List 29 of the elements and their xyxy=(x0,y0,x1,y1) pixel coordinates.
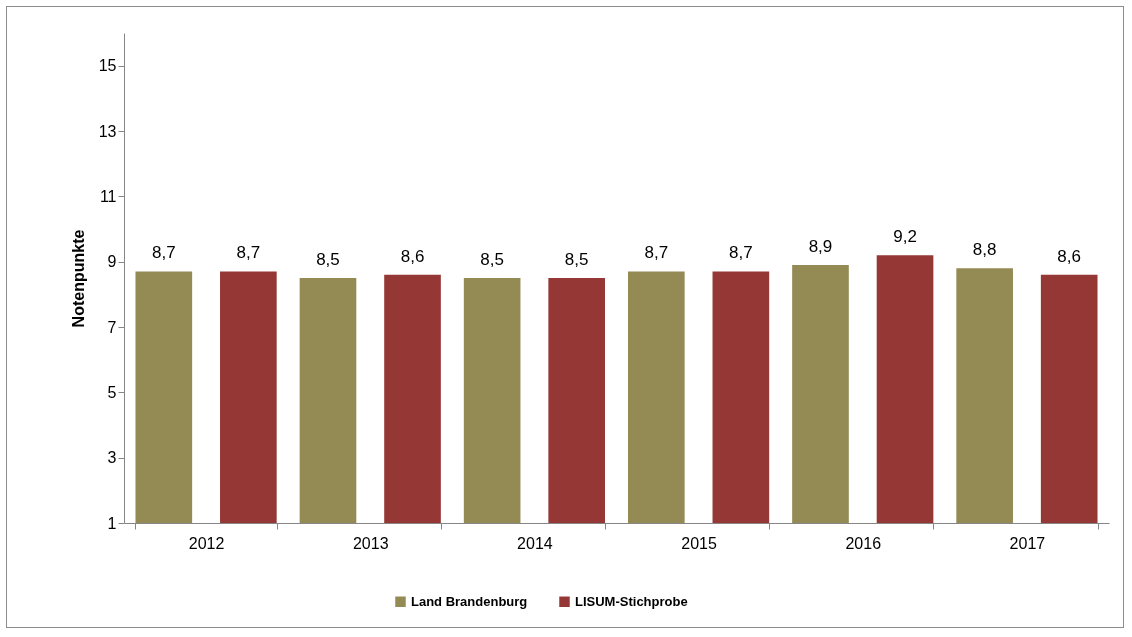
y-tick-label: 11 xyxy=(99,187,117,205)
data-label: 8,6 xyxy=(1057,246,1082,266)
y-tick-label: 3 xyxy=(107,449,117,467)
y-tick-label: 5 xyxy=(107,383,117,401)
x-tick-label: 2017 xyxy=(1009,534,1046,552)
y-tick-label: 1 xyxy=(107,514,117,532)
x-tick-label: 2012 xyxy=(188,534,225,552)
data-label: 8,7 xyxy=(729,243,753,263)
y-tick-label: 13 xyxy=(98,122,117,140)
y-tick-label: 7 xyxy=(107,318,117,336)
y-tick-label: 15 xyxy=(98,57,117,75)
legend-label: LISUM-Stichprobe xyxy=(575,593,688,609)
x-tick-label: 2015 xyxy=(681,534,717,552)
x-tick-label: 2014 xyxy=(517,534,553,552)
data-label: 8,5 xyxy=(564,250,589,269)
legend-label: Land Brandenburg xyxy=(411,593,528,609)
y-tick-label: 9 xyxy=(107,253,117,271)
data-label: 8,7 xyxy=(644,243,669,263)
data-label: 8,8 xyxy=(972,240,997,260)
data-label: 8,7 xyxy=(151,243,176,263)
data-label: 8,5 xyxy=(480,250,504,269)
data-label: 8,7 xyxy=(236,243,261,263)
data-label: 9,2 xyxy=(893,227,917,247)
data-label: 8,5 xyxy=(316,250,340,269)
data-label: 8,9 xyxy=(808,236,833,256)
y-axis-title: Notenpunkte xyxy=(69,229,87,328)
x-tick-label: 2013 xyxy=(352,534,389,552)
x-tick-label: 2016 xyxy=(845,534,882,552)
data-label: 8,6 xyxy=(400,246,425,266)
